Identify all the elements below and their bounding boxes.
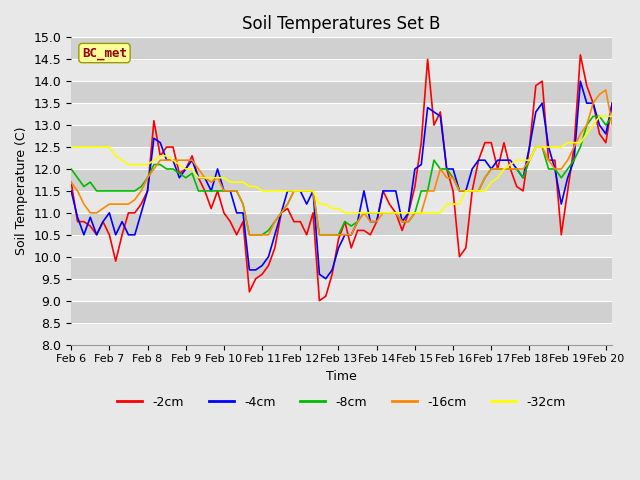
Bar — [71, 125, 612, 147]
Legend: -2cm, -4cm, -8cm, -16cm, -32cm: -2cm, -4cm, -8cm, -16cm, -32cm — [113, 391, 571, 414]
Bar — [71, 103, 612, 125]
Bar — [71, 300, 612, 323]
Bar — [71, 279, 612, 300]
X-axis label: Time: Time — [326, 370, 357, 383]
Text: BC_met: BC_met — [82, 47, 127, 60]
Bar — [71, 147, 612, 169]
Bar — [71, 169, 612, 191]
Bar — [71, 235, 612, 257]
Bar — [71, 81, 612, 103]
Bar — [71, 323, 612, 345]
Bar — [71, 257, 612, 279]
Title: Soil Temperatures Set B: Soil Temperatures Set B — [243, 15, 441, 33]
Bar — [71, 37, 612, 59]
Bar — [71, 191, 612, 213]
Y-axis label: Soil Temperature (C): Soil Temperature (C) — [15, 127, 28, 255]
Bar — [71, 59, 612, 81]
Bar — [71, 213, 612, 235]
